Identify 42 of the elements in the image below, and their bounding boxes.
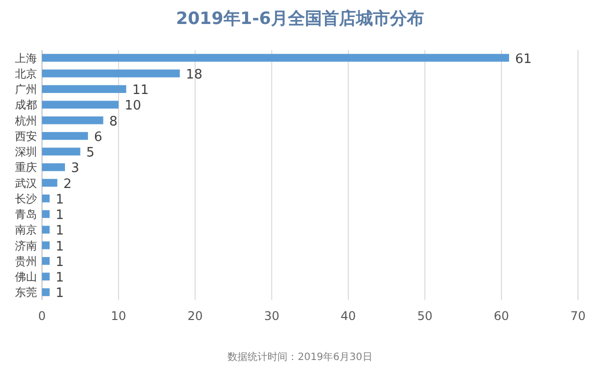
- y-tick-label: 南京: [15, 224, 37, 237]
- data-label: 1: [56, 224, 64, 239]
- data-label: 1: [56, 270, 64, 286]
- x-tick-label: 40: [340, 309, 356, 323]
- y-tick-label: 武汉: [15, 176, 37, 190]
- data-label: 18: [186, 67, 202, 82]
- y-tick-label: 济南: [15, 239, 37, 252]
- y-tick-label: 西安: [15, 130, 37, 143]
- data-label: 8: [109, 114, 118, 130]
- y-tick-label: 成都: [15, 98, 37, 112]
- y-tick-label: 深圳: [15, 146, 37, 159]
- data-label: 1: [56, 254, 64, 270]
- title: 2019年1-6月全国首店城市分布: [176, 9, 424, 29]
- data-label: 1: [56, 208, 64, 224]
- text: 数据统计时间：2019年6月30日: [228, 351, 372, 363]
- data-label: 6: [94, 130, 102, 145]
- y-tick-label: 青岛: [15, 208, 37, 222]
- data-label: 1: [56, 192, 64, 208]
- y-tick-label: 北京: [15, 67, 37, 80]
- y-tick-label: 贵州: [15, 254, 37, 268]
- data-label: 3: [70, 161, 80, 176]
- data-label: 10: [124, 98, 142, 114]
- y-tick-label: 佛山: [15, 270, 37, 284]
- y-tick-label: 重庆: [15, 161, 37, 174]
- data-label: 1: [56, 286, 64, 302]
- y-tick-label: 杭州: [14, 114, 37, 128]
- data-label: 2: [63, 176, 72, 192]
- data-label: 1: [56, 239, 64, 254]
- data-label: 61: [515, 52, 532, 67]
- x-tick-label: 60: [494, 309, 510, 323]
- x-tick-label: 70: [570, 309, 586, 323]
- x-tick-label: 20: [188, 309, 203, 323]
- x-tick-label: 10: [110, 309, 126, 323]
- y-tick-label: 上海: [15, 52, 37, 65]
- x-tick-label: 0: [38, 309, 46, 323]
- x-tick-label: 50: [417, 309, 432, 323]
- data-label: 11: [132, 83, 149, 98]
- y-tick-label: 广州: [15, 83, 37, 96]
- y-tick-label: 长沙: [15, 192, 37, 206]
- y-tick-label: 东莞: [15, 286, 37, 300]
- data-label: 5: [86, 146, 95, 161]
- x-tick-label: 30: [264, 309, 280, 323]
